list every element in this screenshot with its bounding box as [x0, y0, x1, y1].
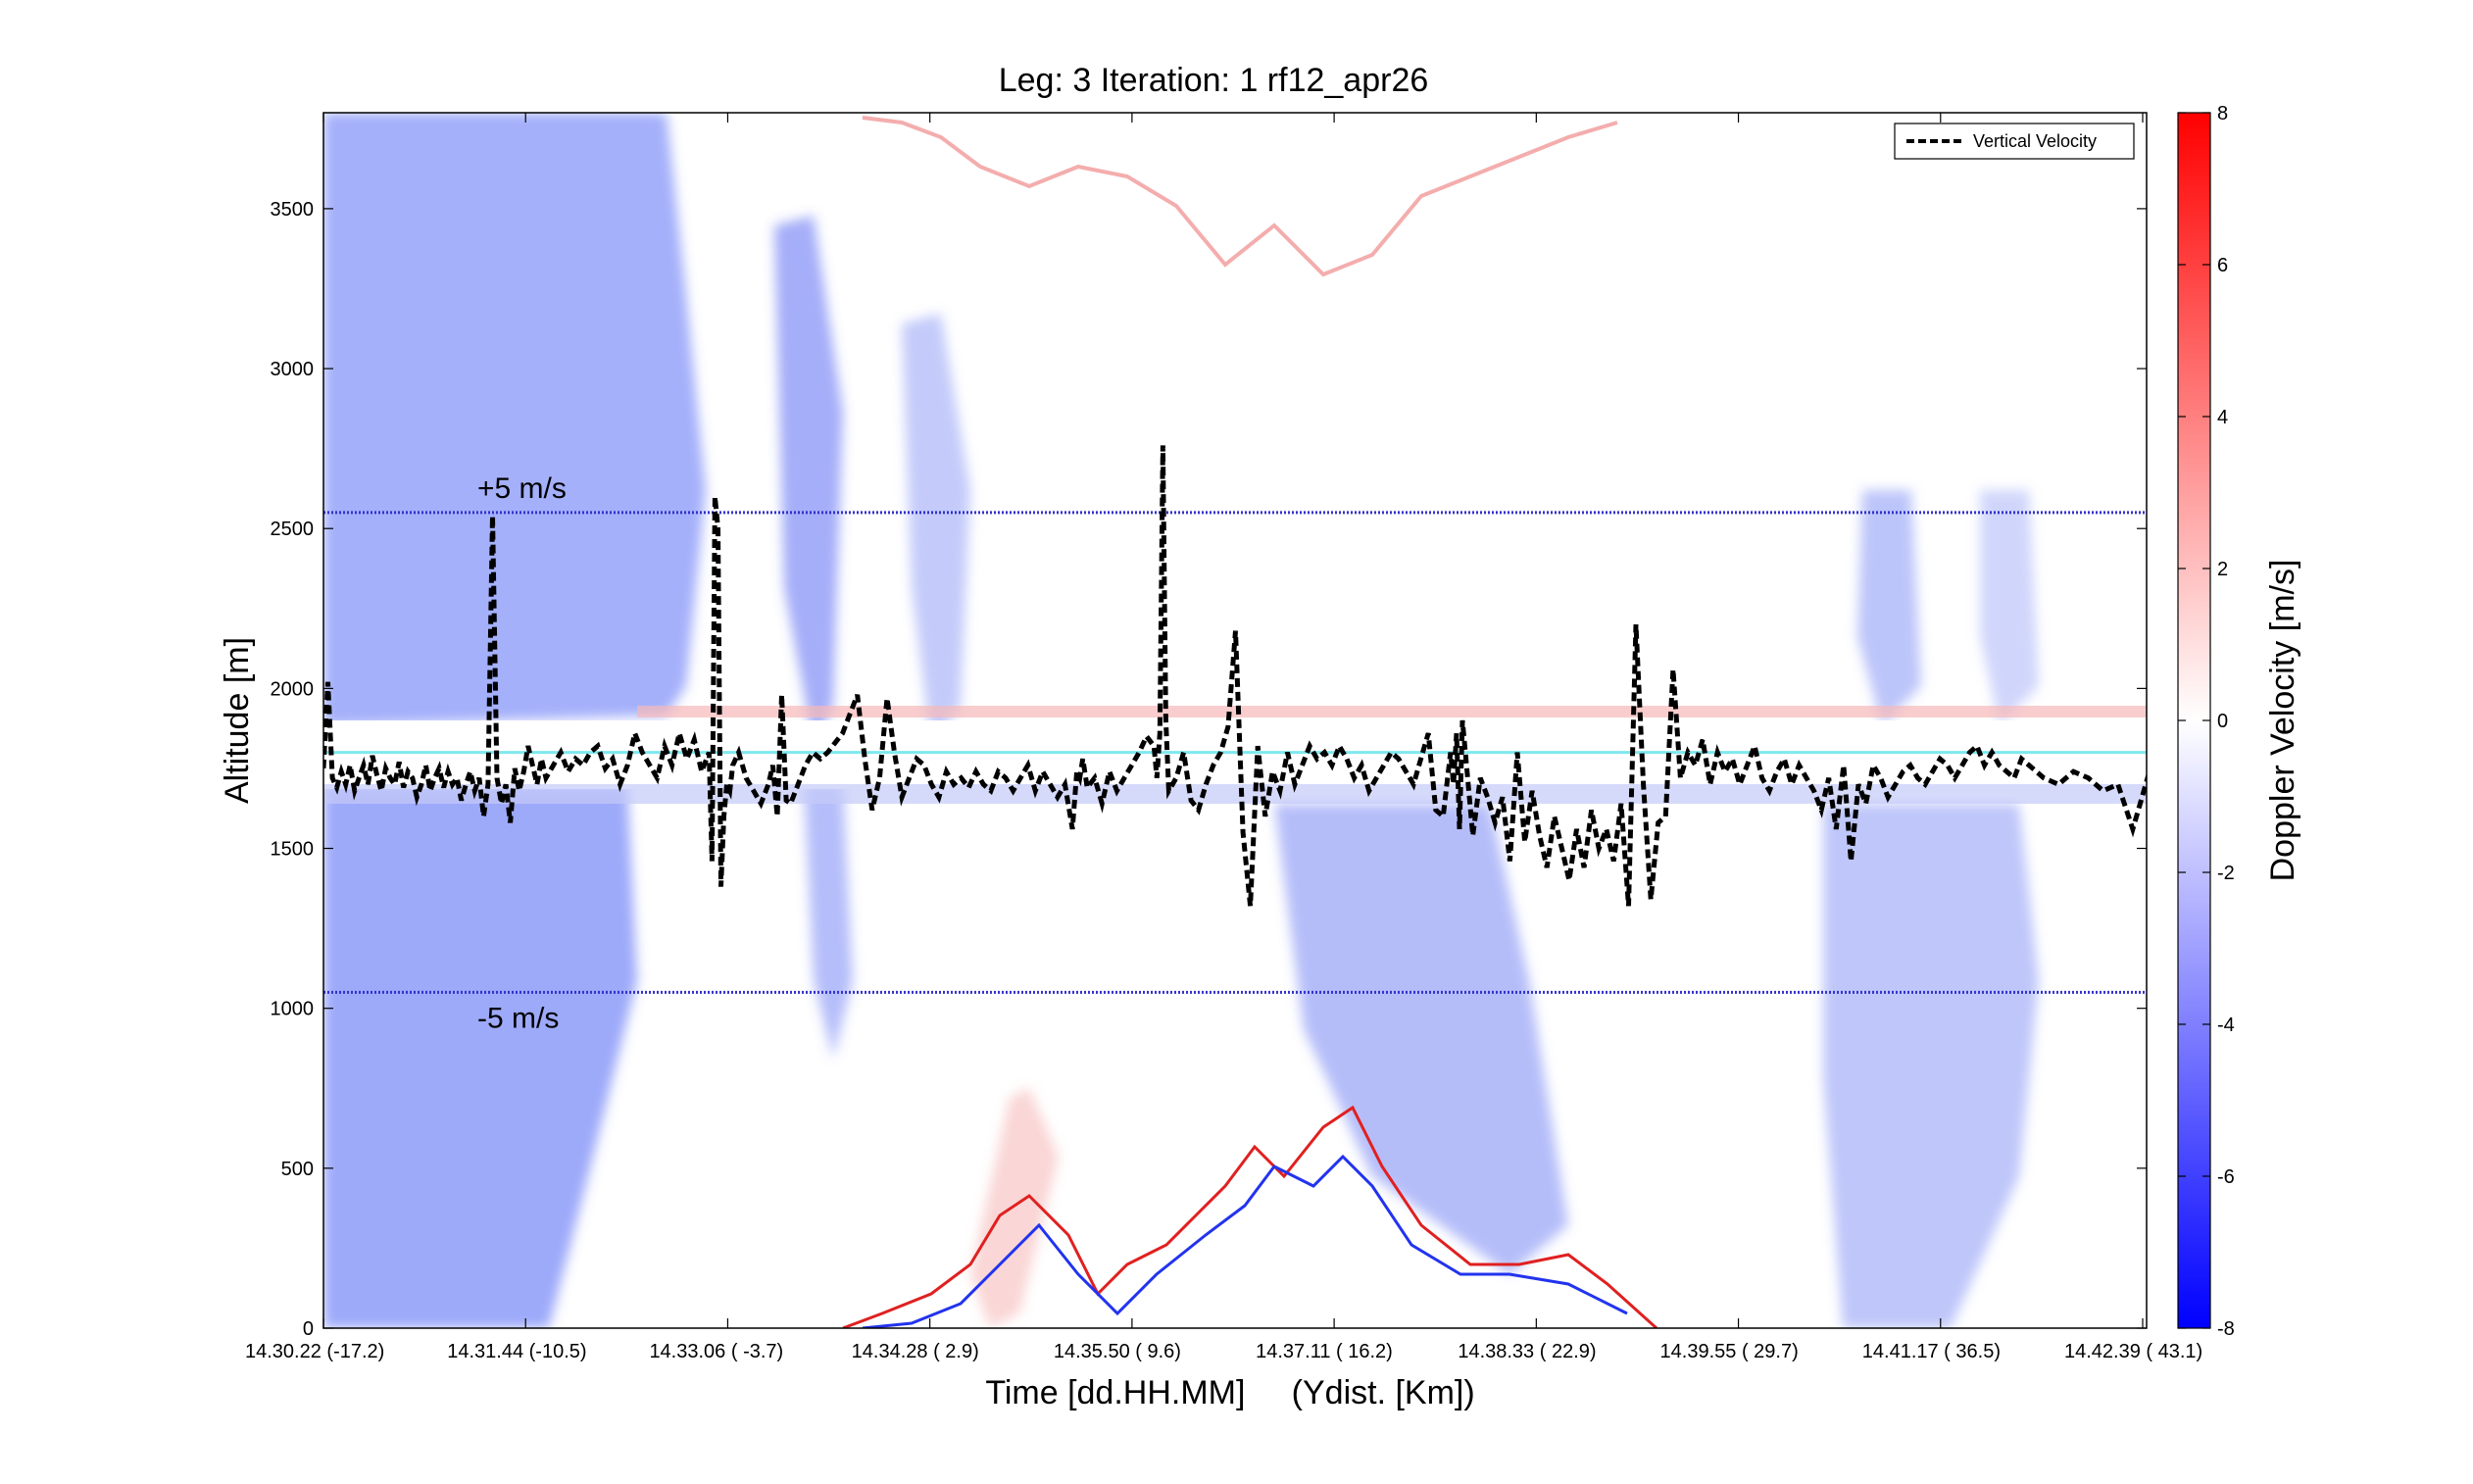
legend-label: Vertical Velocity [1973, 131, 2097, 151]
y-tick-label: 2000 [271, 678, 315, 700]
colorbar-tick-label: -4 [2217, 1014, 2235, 1036]
x-tick-label: 14.41.17 ( 36.5) [1862, 1341, 2001, 1362]
x-tick-label: 14.37.11 ( 16.2) [1256, 1341, 1393, 1362]
echo-region-blue [1823, 804, 2039, 1328]
y-tick-label: 3000 [271, 359, 315, 380]
x-axis: 14.30.22 (-17.2) 14.31.44 (-10.5) 14.33.06… [245, 113, 2202, 1362]
vertical-velocity-line [323, 445, 2147, 907]
colorbar-tick-label: -8 [2217, 1318, 2235, 1340]
echo-region-red [970, 1088, 1059, 1328]
plot-frame [322, 112, 2148, 1329]
x-tick-label: 14.34.28 ( 2.9) [852, 1341, 979, 1362]
colorbar-tick-label: 4 [2217, 407, 2228, 428]
surface-echo [862, 1154, 1628, 1328]
y-tick-label: 500 [281, 1159, 314, 1180]
x-tick-label: 14.42.39 ( 43.1) [2064, 1341, 2202, 1362]
plot-area: +5 m/s -5 m/s 0 500 1000 1500 2000 2500 3000 35… [245, 112, 2202, 1362]
colorbar: -8 -6 -4 -2 0 2 4 6 8 Doppler Velocity [m/s] [2177, 103, 2301, 1340]
reference-label-plus5: +5 m/s [477, 472, 567, 505]
colorbar-tick-label: -6 [2217, 1166, 2235, 1188]
y-axis: 0 500 1000 1500 2000 2500 3000 3500 [271, 199, 2147, 1340]
x-tick-label: 14.39.55 ( 29.7) [1660, 1341, 1799, 1362]
doppler-field-detail [323, 116, 2147, 1328]
y-tick-label: 1500 [271, 839, 315, 861]
x-axis-label: Time [dd.HH.MM] (Ydist. [Km]) [985, 1374, 1474, 1411]
near-aircraft-echo [323, 784, 2147, 804]
reference-label-minus5: -5 m/s [477, 1002, 559, 1034]
near-aircraft-echo [637, 706, 2147, 717]
x-tick-label: 14.38.33 ( 22.9) [1458, 1341, 1596, 1362]
y-tick-label: 3500 [271, 199, 315, 221]
echo-region-blue [1274, 804, 1568, 1274]
y-tick-label: 2500 [271, 519, 315, 540]
colorbar-tick-label: 6 [2217, 255, 2228, 276]
echo-region-blue [1857, 490, 1921, 725]
legend: Vertical Velocity [1894, 123, 2135, 160]
cloud-top-echo [862, 116, 1618, 277]
surface-echo [842, 1105, 1658, 1328]
echo-region-blue [1980, 490, 2039, 725]
chart-title: Leg: 3 Iteration: 1 rf12_apr26 [999, 62, 1429, 99]
echo-region-blue [902, 314, 970, 745]
y-tick-label: 1000 [271, 999, 315, 1020]
x-tick-label: 14.33.06 ( -3.7) [649, 1341, 783, 1362]
colorbar-tick-label: 0 [2217, 711, 2228, 732]
doppler-field [323, 113, 2039, 1328]
echo-region-blue [804, 784, 853, 1059]
echo-region-blue [774, 216, 843, 745]
colorbar-tick-label: 2 [2217, 559, 2228, 580]
x-tick-label: 14.30.22 (-17.2) [245, 1341, 384, 1362]
x-tick-label: 14.35.50 ( 9.6) [1054, 1341, 1181, 1362]
colorbar-ticks: -8 -6 -4 -2 0 2 4 6 8 [2178, 103, 2235, 1340]
y-axis-label: Altitude [m] [219, 637, 256, 804]
colorbar-tick-label: -2 [2217, 863, 2235, 884]
x-tick-label: 14.31.44 (-10.5) [447, 1341, 586, 1362]
flight-level-gap [323, 720, 2147, 789]
y-tick-label: 0 [303, 1318, 314, 1340]
echo-region-blue [323, 113, 706, 725]
colorbar-tick-label: 8 [2217, 103, 2228, 124]
echo-region-blue [323, 784, 637, 1328]
colorbar-label: Doppler Velocity [m/s] [2264, 560, 2301, 882]
